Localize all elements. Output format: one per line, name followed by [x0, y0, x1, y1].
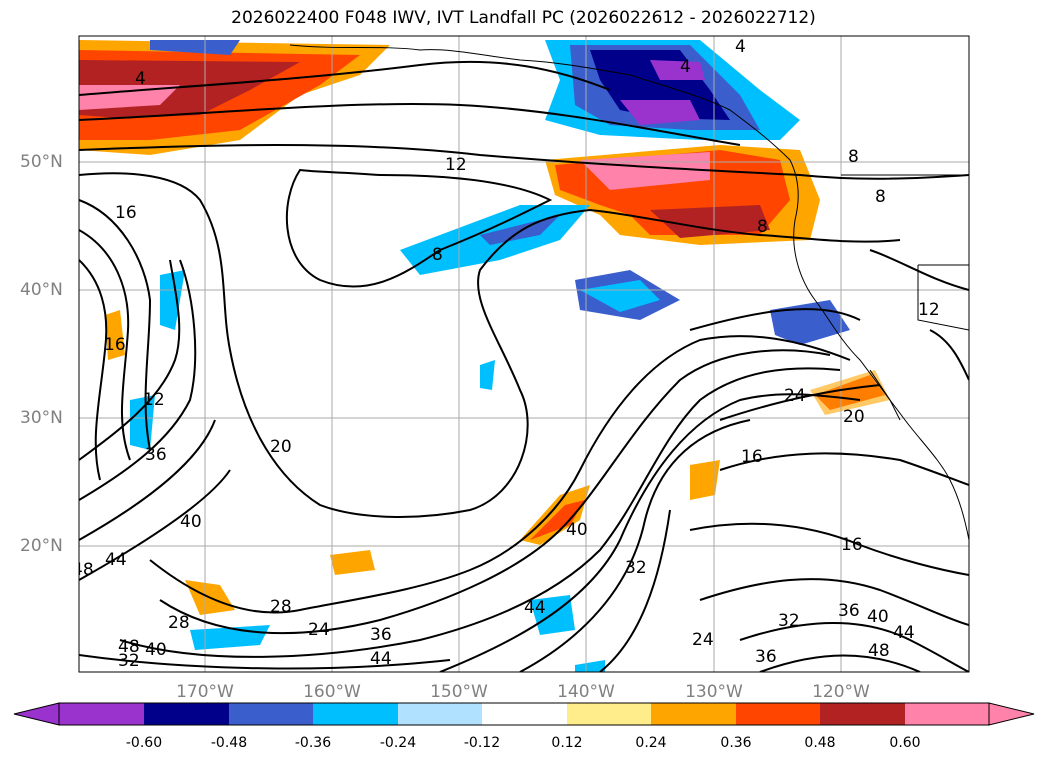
contour-label: 4: [735, 37, 746, 57]
colorbar-segment: [144, 703, 229, 725]
colorbar-segment: [567, 703, 651, 725]
colorbar-extend-low: [13, 702, 60, 726]
contour-label: 8: [848, 147, 859, 167]
colorbar-tick-label: 0.48: [804, 735, 836, 751]
map-area: 4 4 4 12 8 8 8 8 16 16 12 36 40 44 48 48…: [72, 36, 969, 672]
pc-shading: [79, 40, 890, 672]
contour-label: 16: [841, 535, 863, 555]
colorbar-segment: [229, 703, 313, 725]
colorbar-extend-high: [988, 702, 1035, 726]
contour-label: 48: [868, 641, 890, 661]
contour-label: 32: [118, 651, 140, 671]
contour-label: 40: [867, 607, 889, 627]
contour-label: 36: [370, 625, 392, 645]
lat-label: 50°N: [20, 152, 63, 172]
contour-label: 44: [370, 649, 392, 669]
colorbar-tick-label: 0.60: [889, 735, 921, 751]
contour-label: 40: [566, 520, 588, 540]
lat-label: 30°N: [20, 408, 63, 428]
contour-label: 28: [270, 597, 292, 617]
colorbar-tick-label: -0.48: [210, 735, 248, 751]
map-frame: [78, 35, 970, 673]
contour-label: 24: [692, 630, 714, 650]
contour-label: 8: [432, 245, 443, 265]
contour-label: 12: [445, 155, 467, 175]
lon-label: 130°W: [685, 682, 743, 702]
contour-label: 4: [680, 57, 691, 77]
contour-label: 8: [875, 187, 886, 207]
contour-label: 36: [145, 445, 167, 465]
colorbar-segment: [313, 703, 398, 725]
colorbar-segment: [820, 703, 905, 725]
colorbar-tick-label: -0.36: [294, 735, 332, 751]
lat-label: 20°N: [20, 536, 63, 556]
colorbar-segment: [59, 703, 144, 725]
contour-label: 16: [741, 447, 763, 467]
lon-label: 150°W: [430, 682, 488, 702]
contour-label: 4: [135, 69, 146, 89]
contour-label: 24: [784, 386, 806, 406]
contour-label: 12: [143, 390, 165, 410]
lon-label: 160°W: [303, 682, 361, 702]
colorbar-segment: [482, 703, 567, 725]
colorbar-segment: [651, 703, 736, 725]
contour-label: 48: [72, 560, 94, 580]
lon-label: 140°W: [557, 682, 615, 702]
contour-label: 8: [757, 217, 768, 237]
contour-label: 40: [145, 640, 167, 660]
contour-label: 44: [524, 598, 546, 618]
contour-label: 12: [918, 300, 940, 320]
contour-label: 28: [168, 613, 190, 633]
graticule: [79, 36, 969, 672]
contour-label: 32: [625, 558, 647, 578]
colorbar-frame: [58, 702, 990, 726]
contour-label: 16: [104, 335, 126, 355]
colorbar-tick-label: 0.36: [720, 735, 752, 751]
lon-label: 170°W: [176, 682, 234, 702]
contour-label: 44: [893, 623, 915, 643]
contour-label: 36: [755, 647, 777, 667]
colorbar-segment: [736, 703, 820, 725]
colorbar-segment: [398, 703, 482, 725]
iwv-contours: [79, 60, 969, 672]
lat-label: 40°N: [20, 280, 63, 300]
colorbar-tick-label: -0.12: [463, 735, 501, 751]
lon-label: 120°W: [812, 682, 870, 702]
contour-label: 36: [838, 601, 860, 621]
contour-label: 16: [115, 203, 137, 223]
colorbar-tick-label: 0.12: [551, 735, 583, 751]
contour-label: 48: [118, 637, 140, 657]
map-title: 2026022400 F048 IWV, IVT Landfall PC (20…: [231, 8, 816, 28]
contour-label: 20: [270, 437, 292, 457]
contour-label: 20: [843, 407, 865, 427]
contour-label: 44: [105, 550, 127, 570]
colorbar-tick-label: -0.60: [125, 735, 163, 751]
colorbar-tick-label: -0.24: [379, 735, 417, 751]
contour-label: 24: [308, 620, 330, 640]
contour-label: 40: [180, 512, 202, 532]
colorbar-tick-label: 0.24: [635, 735, 667, 751]
colorbar: [13, 702, 1035, 726]
contour-label-group: 4 4 4 12 8 8 8 8 16 16 12 36 40 44 48 48…: [72, 37, 940, 671]
colorbar-segment: [905, 703, 989, 725]
coastlines: [289, 44, 969, 541]
contour-label: 32: [778, 611, 800, 631]
